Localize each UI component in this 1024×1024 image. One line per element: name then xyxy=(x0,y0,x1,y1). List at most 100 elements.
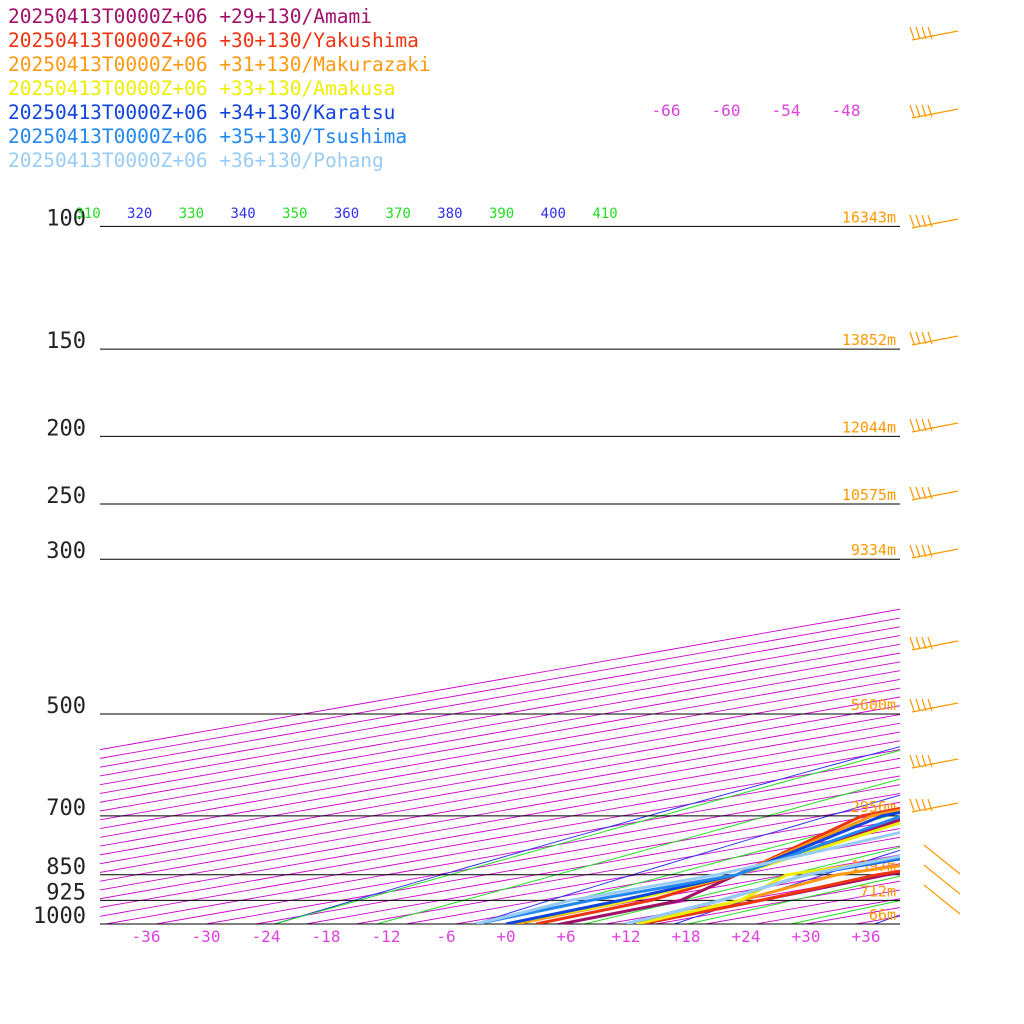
x-tick-label: -30 xyxy=(192,927,221,946)
barb-flag xyxy=(927,798,933,812)
barb-flag xyxy=(927,486,933,500)
isotherm-line xyxy=(100,766,900,908)
height-label: 66m xyxy=(869,906,896,924)
moist-adiabat-lines xyxy=(272,749,900,924)
wind-barb xyxy=(909,754,959,769)
x-tick-label: -6 xyxy=(436,927,455,946)
dewpoint-profile xyxy=(475,815,900,924)
theta-label: 360 xyxy=(334,206,359,222)
pressure-label: 300 xyxy=(46,539,86,564)
dry-adiabat-line xyxy=(472,794,900,924)
height-label: 5600m xyxy=(851,696,896,714)
moist-adiabat-line xyxy=(272,749,900,924)
theta-label: 400 xyxy=(541,206,566,222)
isotherm-line xyxy=(100,661,900,803)
wind-barb xyxy=(909,418,959,433)
upper-temp-label: -48 xyxy=(832,101,861,120)
isotherm-lines xyxy=(100,159,1024,924)
pressure-label: 925 xyxy=(46,880,86,905)
upper-temp-label: -60 xyxy=(712,101,741,120)
dewpoint-profile xyxy=(505,810,900,924)
barb-flag xyxy=(915,418,921,432)
isotherm-line xyxy=(100,696,900,838)
barb-flag xyxy=(909,331,915,345)
barb-flag xyxy=(921,544,927,558)
isotherm-line xyxy=(100,749,900,891)
legend-entry: 20250413T0000Z+06 +33+130/Amakusa xyxy=(8,77,396,100)
height-label: 10575m xyxy=(842,486,896,504)
moist-adiabat-line xyxy=(374,778,900,924)
isotherm-line xyxy=(205,801,900,924)
moist-adiabat-line xyxy=(478,812,900,924)
theta-label: 340 xyxy=(230,206,255,222)
barb-flag xyxy=(921,214,927,228)
x-tick-label: +24 xyxy=(732,927,761,946)
theta-label: 390 xyxy=(489,206,514,222)
height-label: 712m xyxy=(860,882,896,900)
dry-adiabat-line xyxy=(272,746,900,924)
temperature-profile xyxy=(640,869,900,924)
theta-label: 380 xyxy=(437,206,462,222)
temperature-profile xyxy=(640,871,900,924)
x-tick-label: -24 xyxy=(252,927,281,946)
moist-adiabat-line xyxy=(685,875,900,924)
x-tick-label: +6 xyxy=(556,927,575,946)
wind-barb xyxy=(909,26,959,41)
barb-flag xyxy=(915,331,921,345)
legend-entry: 20250413T0000Z+06 +30+130/Yakushima xyxy=(8,29,419,52)
theta-label: 310 xyxy=(75,206,100,222)
isotherm-line xyxy=(956,159,1024,924)
barb-flag xyxy=(909,636,915,650)
wind-barb xyxy=(909,214,959,229)
upper-temp-label: -54 xyxy=(772,101,801,120)
barb-flag xyxy=(915,636,921,650)
legend-entry: 20250413T0000Z+06 +36+130/Pohang xyxy=(8,149,384,172)
moist-adiabat-line xyxy=(582,846,900,924)
isotherm-line xyxy=(100,705,900,847)
isotherm-line xyxy=(100,670,900,812)
barb-flag xyxy=(909,754,915,768)
dewpoint-profile xyxy=(505,821,900,924)
wind-barb xyxy=(909,486,959,501)
legend: 20250413T0000Z+06 +29+130/Amami 20250413T… xyxy=(8,5,431,173)
barb-flag xyxy=(927,26,933,40)
barb-flag xyxy=(909,104,915,118)
wind-barb xyxy=(923,884,961,915)
x-tick-label: +36 xyxy=(852,927,881,946)
wind-barb xyxy=(923,844,961,875)
theta-labels: 310 320 330 340 350 360 370 380 390 400 410 xyxy=(75,206,617,222)
barb-flag xyxy=(921,331,927,345)
temperature-profile xyxy=(635,864,900,924)
x-tick-label: -12 xyxy=(372,927,401,946)
dewpoint-profile xyxy=(475,830,900,924)
barb-flag xyxy=(909,698,915,712)
barb-flag xyxy=(921,26,927,40)
isotherm-line xyxy=(255,810,900,924)
isotherm-line xyxy=(505,854,900,924)
isotherm-line xyxy=(455,845,900,924)
dry-adiabat-lines xyxy=(272,746,900,924)
height-label: 12044m xyxy=(842,418,896,436)
barb-flag xyxy=(915,214,921,228)
x-tick-label: +12 xyxy=(612,927,641,946)
barb-flag xyxy=(915,544,921,558)
wind-barb xyxy=(909,331,959,346)
barb-flag xyxy=(921,418,927,432)
wind-barb xyxy=(909,104,959,119)
pressure-label: 1000 xyxy=(33,904,86,929)
isotherm-line xyxy=(305,819,900,924)
x-tick-label: -36 xyxy=(132,927,161,946)
barb-flag xyxy=(927,636,933,650)
barb-flag xyxy=(921,698,927,712)
sounding-profiles xyxy=(475,806,900,924)
theta-label: 410 xyxy=(592,206,617,222)
pressure-label: 250 xyxy=(46,484,86,509)
dewpoint-profile xyxy=(535,806,900,924)
wind-barb xyxy=(923,864,961,895)
barb-flag xyxy=(921,798,927,812)
legend-entry: 20250413T0000Z+06 +34+130/Karatsu xyxy=(8,101,396,124)
x-tick-label: -18 xyxy=(312,927,341,946)
height-label: 16343m xyxy=(842,208,896,226)
temperature-profile xyxy=(625,856,900,924)
pressure-label: 850 xyxy=(46,855,86,880)
